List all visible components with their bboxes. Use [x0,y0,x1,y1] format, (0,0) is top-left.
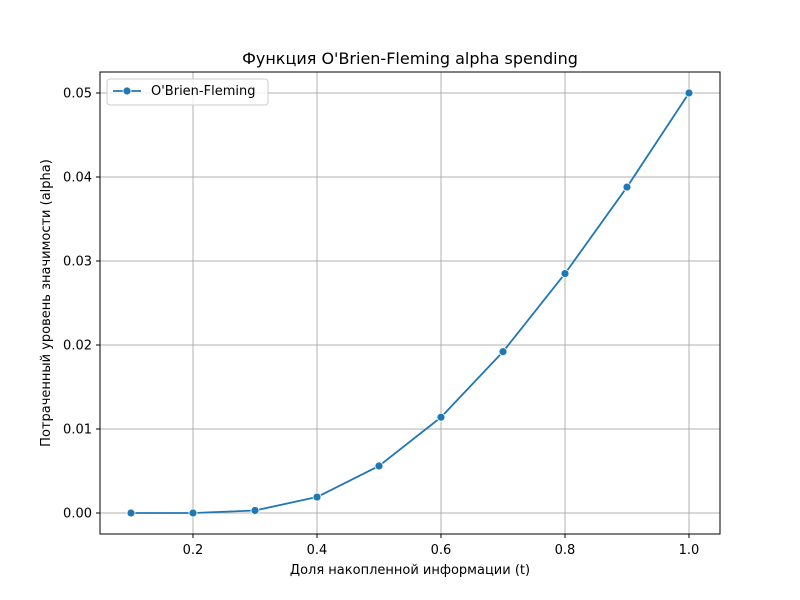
data-point [126,508,136,518]
x-tick-label: 1.0 [679,543,700,558]
data-point [250,506,260,515]
data-point [436,412,446,422]
legend-label: O'Brien-Fleming [151,84,255,99]
data-point [374,461,384,471]
y-tick-label: 0.01 [63,423,92,438]
x-tick-label: 0.2 [183,543,204,558]
series-line [131,92,690,514]
legend-marker-sample [122,86,132,96]
chart-title: Функция O'Brien-Fleming alpha spending [242,49,578,68]
x-axis-label: Доля накопленной информации (t) [290,563,530,578]
x-tick-label: 0.4 [307,543,328,558]
plot-frame [99,71,721,535]
x-tick-label: 0.6 [431,543,452,558]
data-point [622,182,632,192]
y-tick-label: 0.04 [63,171,92,186]
legend: O'Brien-Fleming [106,78,269,106]
data-point [684,88,694,98]
series-layer [126,88,694,518]
grid [100,72,720,534]
data-point [188,508,198,518]
data-point [498,347,508,357]
y-tick-label: 0.05 [63,87,92,102]
y-tick-label: 0.00 [63,507,92,522]
data-point [560,269,570,279]
legend-box [106,78,269,106]
y-axis-label: Потраченный уровень значимости (alpha) [39,159,54,447]
data-point [312,492,322,502]
y-tick-label: 0.02 [63,339,92,354]
x-tick-label: 0.8 [555,543,576,558]
axis-ticks: 0.2 0.4 0.6 0.8 1.0 0.00 0.01 0.02 0.03 0.04 0.05 [63,87,699,559]
y-tick-label: 0.03 [63,255,92,270]
